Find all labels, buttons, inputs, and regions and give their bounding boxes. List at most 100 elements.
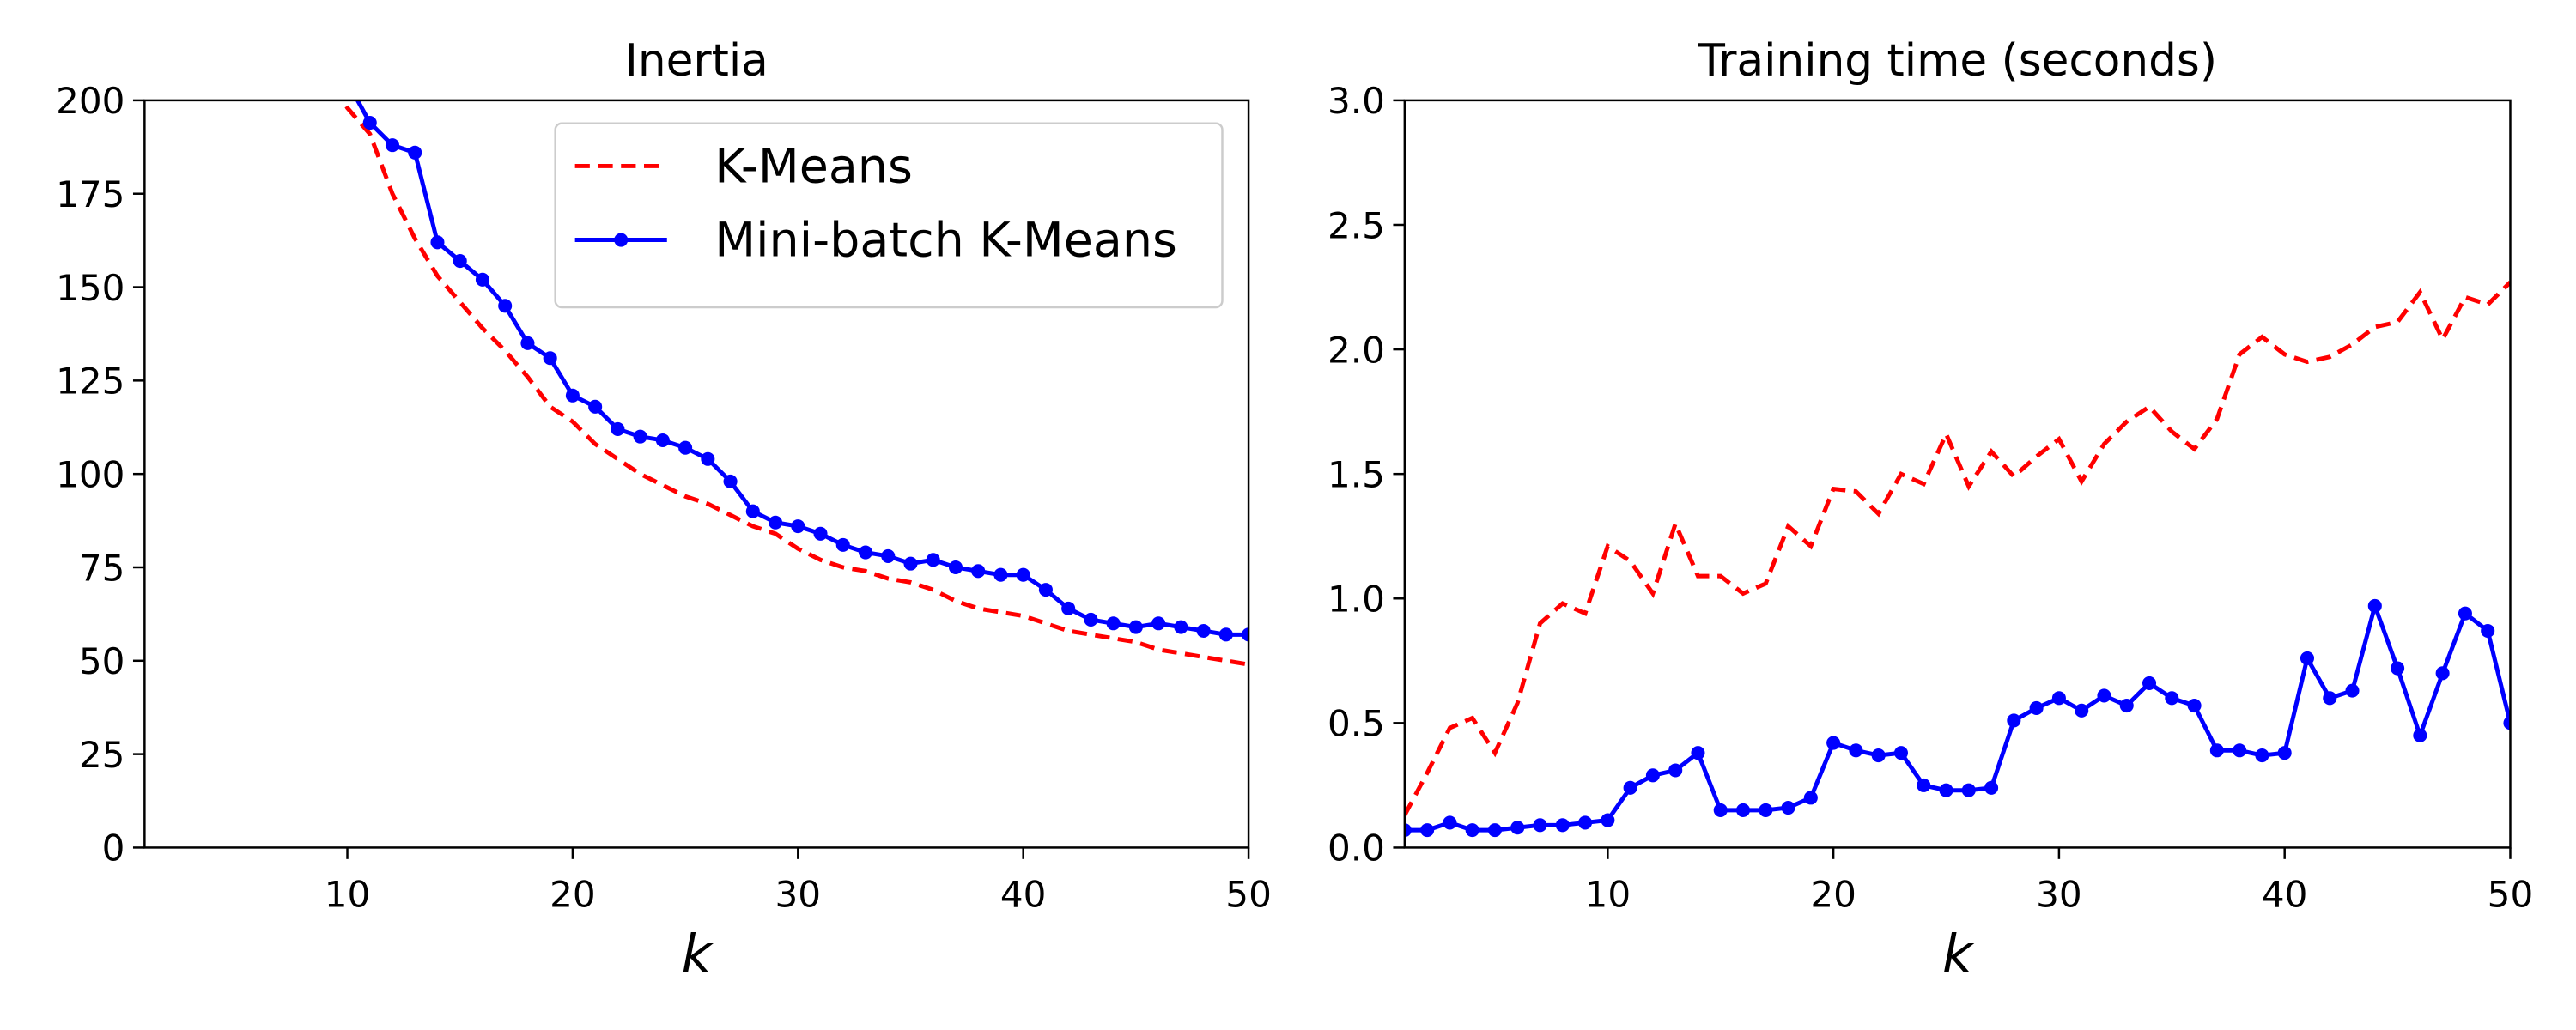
point bbox=[881, 548, 896, 563]
point bbox=[2007, 713, 2021, 728]
point bbox=[1218, 627, 1233, 642]
y-tick-label: 1.5 bbox=[1327, 453, 1385, 495]
y-tick-label: 150 bbox=[56, 267, 125, 309]
point bbox=[1487, 823, 1502, 838]
point bbox=[678, 440, 693, 455]
x-tick-label: 10 bbox=[325, 873, 371, 915]
x-tick-label: 50 bbox=[2488, 873, 2534, 915]
point bbox=[295, 0, 309, 3]
point bbox=[1713, 803, 1728, 817]
point bbox=[701, 451, 715, 466]
y-tick-label: 0.0 bbox=[1327, 827, 1385, 869]
point bbox=[385, 138, 400, 153]
point bbox=[475, 272, 489, 287]
point bbox=[2165, 691, 2179, 706]
point bbox=[520, 336, 535, 350]
x-tick-label: 10 bbox=[1585, 873, 1631, 915]
x-axis-label: k bbox=[681, 924, 714, 985]
point bbox=[2097, 688, 2111, 703]
point bbox=[1826, 736, 1841, 750]
point bbox=[769, 515, 783, 530]
point bbox=[1893, 746, 1908, 760]
point bbox=[633, 429, 647, 444]
point bbox=[723, 474, 738, 488]
point bbox=[1578, 815, 1593, 830]
point bbox=[408, 145, 422, 160]
point bbox=[1623, 780, 1637, 795]
point bbox=[1668, 763, 1683, 778]
point bbox=[1404, 823, 1412, 838]
x-tick-label: 20 bbox=[1810, 873, 1856, 915]
axes-frame bbox=[1403, 99, 2512, 849]
y-tick-label: 175 bbox=[56, 173, 125, 215]
point bbox=[1984, 780, 1999, 795]
point bbox=[745, 504, 760, 518]
point bbox=[340, 75, 354, 88]
y-tick-label: 25 bbox=[79, 734, 125, 776]
point bbox=[1016, 567, 1030, 582]
point bbox=[453, 254, 467, 269]
point bbox=[835, 537, 850, 552]
point bbox=[498, 299, 513, 313]
y-tick-label: 0.5 bbox=[1327, 703, 1385, 745]
point bbox=[1061, 601, 1076, 615]
y-tick-label: 2.5 bbox=[1327, 204, 1385, 246]
point bbox=[1084, 612, 1098, 627]
point bbox=[1174, 620, 1188, 634]
point bbox=[2075, 703, 2089, 718]
point bbox=[1443, 815, 1457, 830]
y-tick-label: 75 bbox=[79, 547, 125, 589]
point bbox=[1849, 743, 1863, 758]
point bbox=[2051, 691, 2066, 706]
point bbox=[858, 545, 873, 560]
legend-marker bbox=[614, 233, 629, 247]
point bbox=[948, 560, 963, 575]
plot-area bbox=[1404, 280, 2511, 838]
point bbox=[1420, 823, 1435, 838]
point bbox=[1871, 748, 1886, 763]
point bbox=[1601, 813, 1615, 827]
legend-label: K-Means bbox=[714, 140, 913, 195]
point bbox=[1759, 803, 1773, 817]
y-tick-label: 0 bbox=[102, 827, 125, 869]
series-line bbox=[1404, 598, 2511, 833]
point bbox=[903, 556, 918, 571]
x-tick-label: 20 bbox=[550, 873, 596, 915]
y-tick-label: 2.0 bbox=[1327, 329, 1385, 371]
point bbox=[2255, 748, 2269, 763]
point bbox=[543, 351, 557, 366]
point bbox=[1961, 783, 1976, 797]
point bbox=[1917, 778, 1931, 792]
point bbox=[1465, 823, 1479, 838]
point bbox=[1533, 818, 1547, 833]
point bbox=[1106, 616, 1121, 631]
point bbox=[1555, 818, 1570, 833]
point bbox=[2481, 623, 2495, 639]
point bbox=[2233, 743, 2247, 758]
legend-label: Mini-batch K-Means bbox=[714, 214, 1177, 269]
x-axis-label: k bbox=[1942, 924, 1975, 985]
point bbox=[2458, 606, 2472, 621]
y-tick-label: 125 bbox=[56, 360, 125, 403]
series-line bbox=[1404, 280, 2511, 816]
point bbox=[2323, 691, 2337, 706]
point bbox=[993, 567, 1008, 582]
point bbox=[2391, 661, 2405, 676]
point bbox=[1781, 800, 1795, 815]
chart-title: Inertia bbox=[625, 35, 769, 87]
legend-box bbox=[554, 122, 1224, 309]
point bbox=[430, 235, 445, 250]
series-line bbox=[340, 100, 1249, 667]
point bbox=[1691, 746, 1705, 760]
point bbox=[2345, 683, 2360, 698]
point bbox=[1735, 803, 1751, 817]
point bbox=[655, 433, 670, 448]
y-tick-label: 1.0 bbox=[1327, 579, 1385, 621]
point bbox=[2187, 698, 2202, 713]
point bbox=[2413, 728, 2427, 742]
point bbox=[1510, 821, 1525, 835]
point bbox=[971, 564, 986, 579]
point bbox=[1128, 620, 1143, 634]
